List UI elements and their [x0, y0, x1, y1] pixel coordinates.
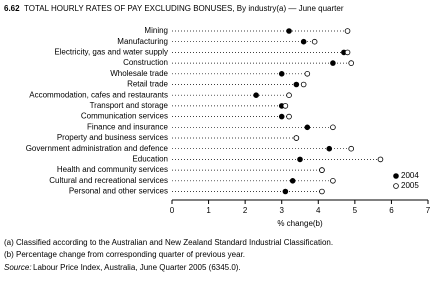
- category-label: Wholesale trade: [110, 69, 168, 78]
- dot: [286, 113, 292, 120]
- source-label: Source:: [4, 263, 32, 272]
- footnote: (b) Percentage change from corresponding…: [4, 250, 245, 259]
- dot: [319, 188, 325, 195]
- dot: [282, 103, 289, 109]
- category-label: Education: [132, 155, 168, 164]
- dot: [278, 71, 285, 77]
- dot: [348, 145, 355, 152]
- dot: [286, 92, 292, 98]
- category-label: Manufacturing: [117, 37, 168, 46]
- category-label: Construction: [123, 58, 168, 67]
- category-label: Accommodation, cafes and restaurants: [29, 90, 168, 99]
- dot: [330, 124, 336, 131]
- legend-label: 2004: [401, 171, 419, 180]
- x-tick-label: 5: [353, 206, 358, 215]
- dot: [289, 178, 296, 184]
- x-tick-label: 6: [389, 206, 394, 215]
- x-tick-label: 7: [426, 206, 431, 215]
- dot: [293, 81, 300, 88]
- dot: [319, 167, 325, 173]
- category-label: Electricity, gas and water supply: [54, 48, 168, 57]
- legend-marker: [393, 173, 399, 179]
- dot: [330, 60, 336, 66]
- x-tick-label: 0: [170, 206, 175, 215]
- category-label: Personal and other services: [69, 187, 168, 196]
- category-label: Mining: [144, 26, 168, 35]
- dot: [344, 28, 351, 34]
- dot: [344, 49, 351, 56]
- category-label: Government administration and defence: [26, 144, 169, 153]
- category-label: Cultural and recreational services: [49, 176, 168, 185]
- category-label: Finance and insurance: [87, 122, 168, 131]
- category-label: Transport and storage: [90, 101, 169, 110]
- category-label: Communication services: [81, 112, 168, 121]
- dot: [311, 38, 318, 45]
- x-tick-label: 1: [206, 206, 211, 215]
- dot: [377, 156, 384, 163]
- dot: [286, 28, 292, 34]
- category-label: Health and community services: [57, 165, 168, 174]
- dot: [326, 145, 333, 152]
- source: Labour Price Index, Australia, June Quar…: [33, 263, 241, 272]
- dot: [304, 71, 311, 77]
- dot: [278, 113, 285, 120]
- category-label: Retail trade: [127, 80, 168, 89]
- legend-label: 2005: [401, 181, 419, 190]
- x-tick-label: 2: [243, 206, 248, 215]
- dot: [253, 92, 259, 98]
- dot: [282, 188, 289, 195]
- chart-title: TOTAL HOURLY RATES OF PAY EXCLUDING BONU…: [24, 4, 344, 13]
- x-axis-label: % change(b): [277, 219, 323, 228]
- footnote: (a) Classified according to the Australi…: [4, 238, 333, 247]
- x-tick-label: 3: [279, 206, 284, 215]
- x-tick-label: 4: [316, 206, 321, 215]
- category-label: Property and business services: [57, 133, 168, 142]
- chart-number: 6.62: [4, 4, 20, 13]
- dot: [300, 81, 307, 88]
- dot: [348, 60, 355, 66]
- dot: [293, 135, 300, 141]
- dot: [297, 156, 303, 163]
- legend-marker: [393, 183, 399, 189]
- dot: [300, 38, 307, 45]
- dot: [304, 124, 311, 131]
- dot: [330, 178, 336, 184]
